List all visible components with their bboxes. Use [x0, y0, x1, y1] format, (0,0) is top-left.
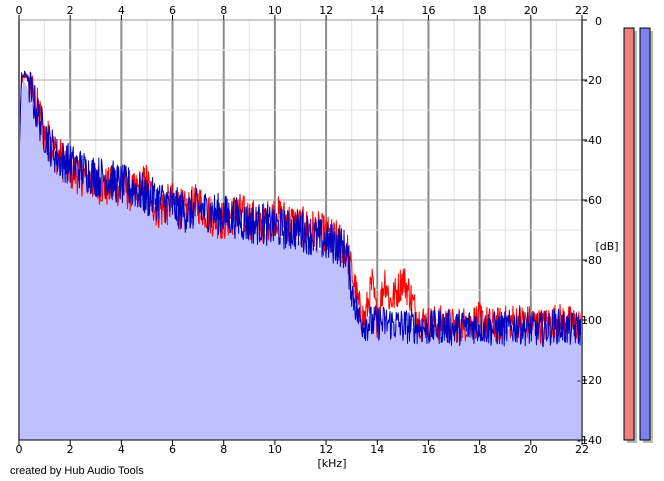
x-tick-label-top: 0	[16, 4, 23, 17]
y-tick-label: -80	[584, 254, 602, 267]
x-tick-label-top: 14	[370, 4, 384, 17]
line-series-layer	[18, 70, 583, 348]
credit-text: created by Hub Audio Tools	[10, 465, 144, 477]
x-tick-label-bottom: 14	[370, 443, 384, 456]
x-tick-label-bottom: 16	[421, 443, 435, 456]
x-tick-label-bottom: 10	[268, 443, 282, 456]
y-tick-labels: 0 -20 -40 -60 -80 -100 -120 -140	[577, 15, 602, 447]
x-tick-label-top: 10	[268, 4, 282, 17]
area-series-fill	[19, 80, 582, 440]
x-tick-label-bottom: 8	[220, 443, 227, 456]
y-tick-label: -120	[577, 374, 602, 387]
x-tick-label-bottom: 18	[473, 443, 487, 456]
x-tick-label-bottom: 20	[524, 443, 538, 456]
y-tick-label: -140	[577, 434, 602, 447]
x-tick-label-bottom: 0	[16, 443, 23, 456]
left-level-meter	[623, 27, 635, 441]
right-level-meter	[639, 27, 651, 441]
blue-channel-line	[18, 70, 583, 348]
x-tick-label-bottom: 4	[118, 443, 125, 456]
x-axis-label: [kHz]	[318, 457, 347, 470]
x-tick-label-bottom: 2	[67, 443, 74, 456]
y-axis-label: [dB]	[595, 240, 618, 253]
x-tick-labels-top: 0 2 4 6 8 10 12 14 16 18 20 22	[16, 4, 589, 20]
y-tick-label: -40	[584, 134, 602, 147]
y-tick-label: -60	[584, 194, 602, 207]
plot-frame	[18, 19, 583, 441]
y-tick-label: -100	[577, 314, 602, 327]
x-tick-label-top: 4	[118, 4, 125, 17]
y-tick-label: -20	[584, 74, 602, 87]
y-tick-label: 0	[595, 15, 602, 28]
x-tick-label-top: 16	[421, 4, 435, 17]
area-series-layer	[19, 80, 582, 440]
x-tick-label-top: 12	[319, 4, 333, 17]
x-tick-label-top: 22	[575, 4, 589, 17]
x-tick-label-bottom: 12	[319, 443, 333, 456]
x-tick-labels-bottom: 0 2 4 6 8 10 12 14 16 18 20 22	[16, 440, 589, 456]
x-tick-label-bottom: 22	[575, 443, 589, 456]
x-tick-label-top: 18	[473, 4, 487, 17]
level-meters	[623, 27, 653, 443]
x-tick-label-top: 8	[220, 4, 227, 17]
x-tick-label-bottom: 6	[169, 443, 176, 456]
x-tick-label-top: 6	[169, 4, 176, 17]
x-tick-label-top: 20	[524, 4, 538, 17]
x-tick-label-top: 2	[67, 4, 74, 17]
